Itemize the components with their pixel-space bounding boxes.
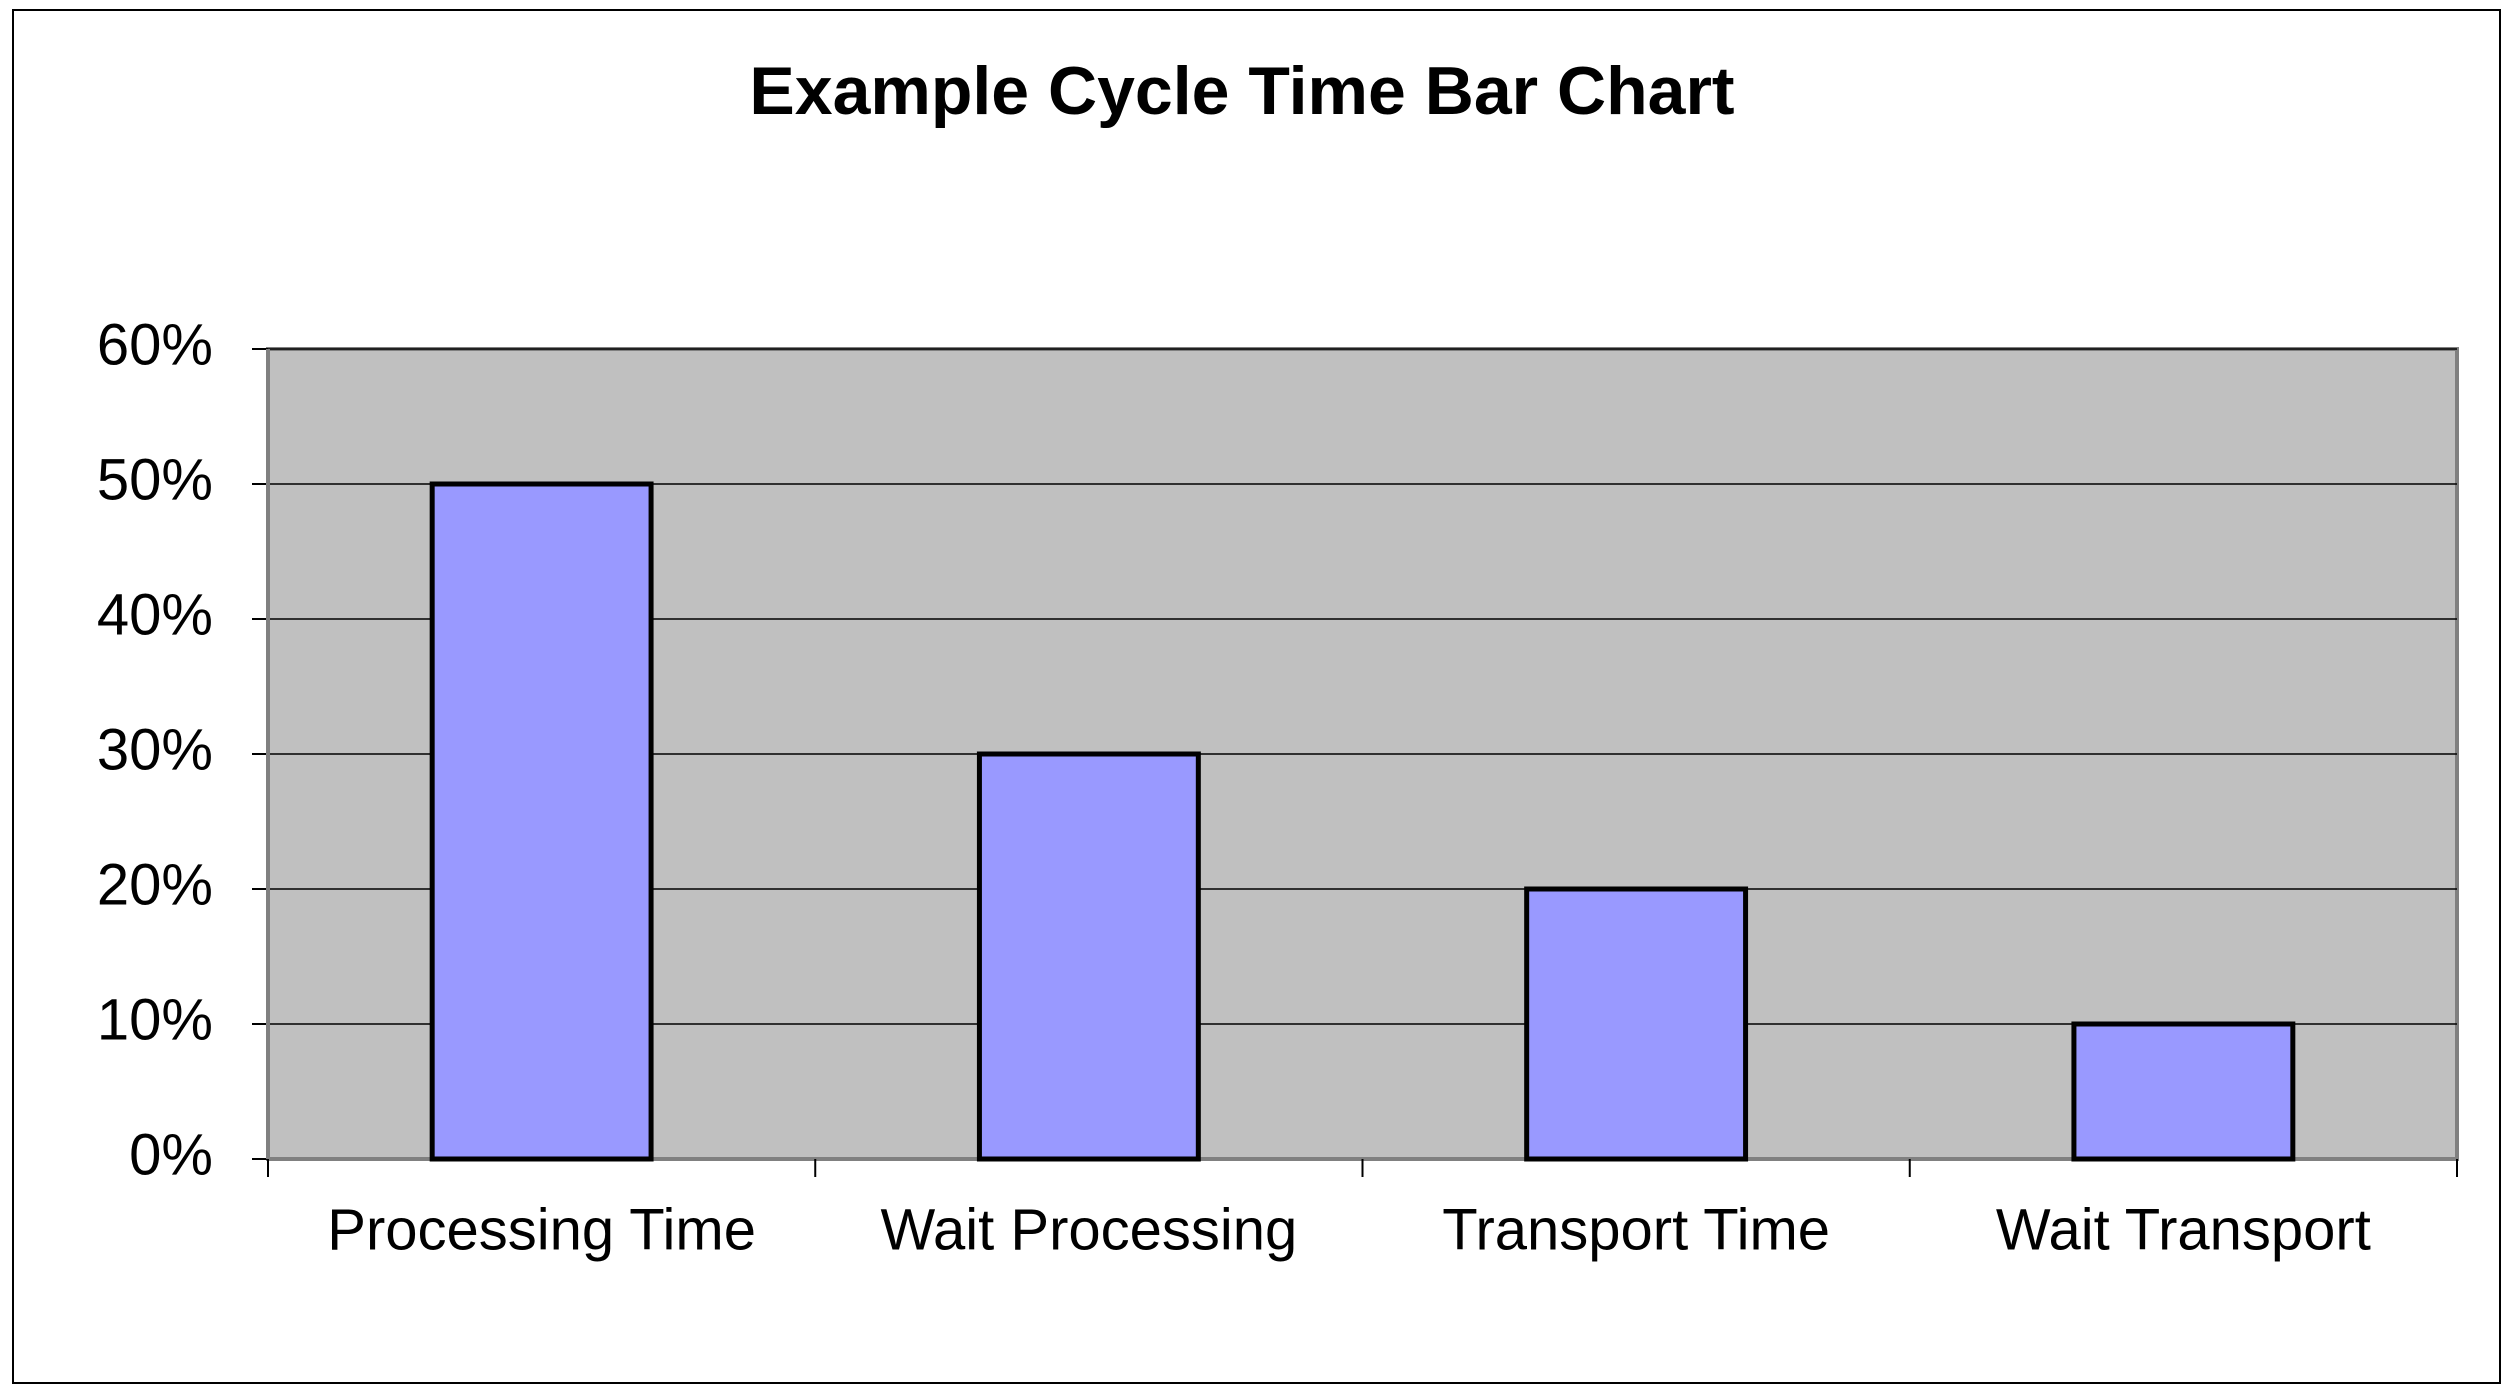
y-tick-label: 0% — [129, 1122, 213, 1187]
y-tick-label: 20% — [97, 852, 213, 917]
x-tick-label: Transport Time — [1442, 1197, 1830, 1262]
x-tick-label: Wait Transport — [1996, 1197, 2371, 1262]
x-tick-label: Processing Time — [327, 1197, 756, 1262]
bar — [429, 481, 654, 1162]
chart-title: Example Cycle Time Bar Chart — [749, 53, 1734, 129]
y-tick-label: 30% — [97, 717, 213, 782]
y-tick-label: 10% — [97, 987, 213, 1052]
bar — [1524, 886, 1749, 1162]
y-tick-label: 60% — [97, 312, 213, 377]
bar — [976, 751, 1201, 1162]
bar — [2071, 1021, 2296, 1162]
y-tick-label: 40% — [97, 582, 213, 647]
y-tick-label: 50% — [97, 447, 213, 512]
x-tick-label: Wait Processing — [880, 1197, 1297, 1262]
